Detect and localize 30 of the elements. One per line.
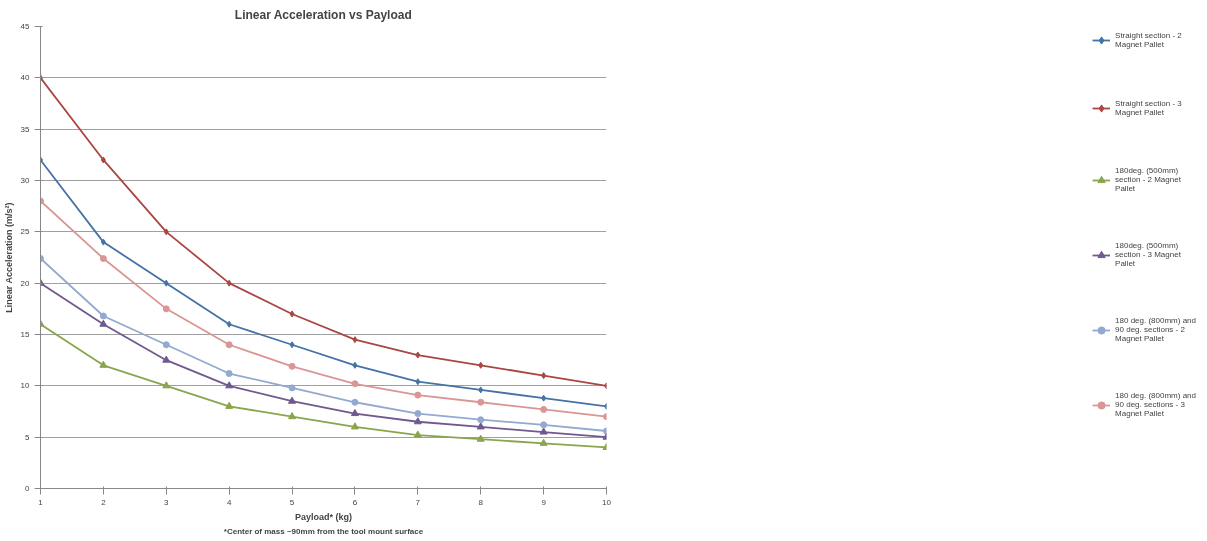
- text: *Center of mass ~90mm from the tool mount surface: [223, 526, 424, 536]
- x-tick-label: 9: [541, 497, 547, 507]
- x-tick-label: 7: [415, 497, 421, 507]
- x-tick-label: 6: [352, 497, 358, 507]
- legend-label: 180deg. (500mm) section - 2 Magnet Pallet: [1115, 166, 1181, 193]
- x-axis-title: Payload* (kg): [294, 511, 353, 522]
- y-tick-label: 35: [20, 124, 31, 134]
- y-tick-label: 15: [20, 330, 31, 339]
- y-tick-label: 45: [20, 22, 31, 31]
- x-tick-label: 1: [38, 497, 44, 507]
- x-tick-label: 5: [289, 497, 295, 507]
- y-tick-label: 30: [20, 176, 31, 185]
- chart-title: Linear Acceleration vs Payload: [234, 7, 412, 22]
- y-tick-label: 5: [25, 432, 31, 442]
- legend-label: Straight section - 3 Magnet Pallet: [1115, 99, 1182, 117]
- y-tick-label: 0: [25, 484, 31, 493]
- legend-label: 180deg. (500mm) section - 3 Magnet Pallet: [1115, 241, 1181, 268]
- x-tick-label: 4: [226, 497, 232, 507]
- legend-label: 180 deg. (800mm) and 90 deg. sections - 3 Magnet Pallet: [1115, 391, 1196, 418]
- y-tick-label: 10: [20, 381, 31, 391]
- y-axis-title: Linear Acceleration (m/s²): [3, 202, 14, 313]
- y-tick-label: 25: [20, 227, 31, 237]
- x-tick-label: 8: [478, 497, 484, 507]
- legend-label: Straight section - 2 Magnet Pallet: [1115, 31, 1182, 49]
- x-tick-label: 10: [602, 497, 612, 507]
- y-tick-label: 40: [20, 73, 31, 83]
- x-tick-label: 3: [164, 497, 170, 507]
- x-tick-label: 2: [101, 497, 107, 507]
- y-tick-label: 20: [20, 278, 31, 288]
- legend-label: 180 deg. (800mm) and 90 deg. sections - 2 Magnet Pallet: [1115, 316, 1196, 343]
